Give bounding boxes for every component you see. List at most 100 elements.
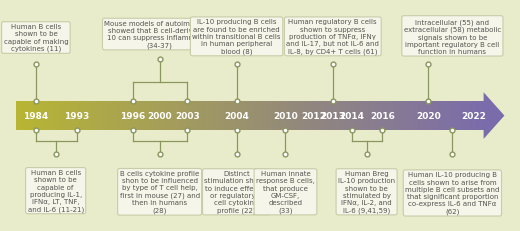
Polygon shape xyxy=(45,102,47,131)
Polygon shape xyxy=(56,102,58,131)
Polygon shape xyxy=(20,102,22,131)
Text: Distinct
stimulation shown
to induce effector
or regulatory B
cell cytokine
prof: Distinct stimulation shown to induce eff… xyxy=(204,170,269,213)
Polygon shape xyxy=(293,102,295,131)
Polygon shape xyxy=(432,102,434,131)
Polygon shape xyxy=(339,102,340,131)
Polygon shape xyxy=(287,102,289,131)
Polygon shape xyxy=(421,102,423,131)
Polygon shape xyxy=(384,102,385,131)
Polygon shape xyxy=(479,102,480,131)
Polygon shape xyxy=(251,102,253,131)
Polygon shape xyxy=(382,102,384,131)
Polygon shape xyxy=(273,102,275,131)
Text: 1984: 1984 xyxy=(23,112,48,121)
Polygon shape xyxy=(278,102,279,131)
Polygon shape xyxy=(462,102,463,131)
Polygon shape xyxy=(440,102,441,131)
Polygon shape xyxy=(190,102,192,131)
Polygon shape xyxy=(292,102,293,131)
Polygon shape xyxy=(463,102,465,131)
Polygon shape xyxy=(120,102,122,131)
Polygon shape xyxy=(320,102,321,131)
Polygon shape xyxy=(443,102,445,131)
Polygon shape xyxy=(340,102,342,131)
Polygon shape xyxy=(111,102,112,131)
Polygon shape xyxy=(47,102,48,131)
Polygon shape xyxy=(482,102,484,131)
Polygon shape xyxy=(454,102,456,131)
Polygon shape xyxy=(387,102,388,131)
Polygon shape xyxy=(321,102,323,131)
Polygon shape xyxy=(195,102,197,131)
Polygon shape xyxy=(154,102,156,131)
Polygon shape xyxy=(279,102,281,131)
Polygon shape xyxy=(456,102,457,131)
Text: 2010: 2010 xyxy=(273,112,298,121)
Polygon shape xyxy=(123,102,125,131)
Polygon shape xyxy=(84,102,86,131)
Polygon shape xyxy=(390,102,392,131)
Polygon shape xyxy=(317,102,318,131)
Text: 2000: 2000 xyxy=(147,112,172,121)
Polygon shape xyxy=(306,102,307,131)
Polygon shape xyxy=(73,102,75,131)
Polygon shape xyxy=(334,102,335,131)
Polygon shape xyxy=(406,102,407,131)
Polygon shape xyxy=(318,102,320,131)
Polygon shape xyxy=(67,102,69,131)
Polygon shape xyxy=(134,102,136,131)
Text: B cells cytokine profile
shon to be influenced
by type of T cell help,
first in : B cells cytokine profile shon to be infl… xyxy=(120,170,200,213)
Polygon shape xyxy=(28,102,30,131)
Polygon shape xyxy=(245,102,246,131)
Polygon shape xyxy=(200,102,201,131)
Polygon shape xyxy=(331,102,332,131)
Polygon shape xyxy=(276,102,278,131)
Polygon shape xyxy=(137,102,139,131)
Polygon shape xyxy=(30,102,31,131)
Polygon shape xyxy=(168,102,170,131)
Polygon shape xyxy=(128,102,129,131)
Polygon shape xyxy=(178,102,179,131)
Polygon shape xyxy=(105,102,106,131)
Polygon shape xyxy=(470,102,471,131)
Polygon shape xyxy=(162,102,164,131)
Polygon shape xyxy=(218,102,220,131)
Polygon shape xyxy=(58,102,59,131)
Polygon shape xyxy=(41,102,42,131)
Polygon shape xyxy=(215,102,217,131)
Polygon shape xyxy=(217,102,218,131)
Polygon shape xyxy=(62,102,64,131)
Polygon shape xyxy=(451,102,452,131)
Text: IL-10 producing B cells
are found to be enriched
within transitional B cells
in : IL-10 producing B cells are found to be … xyxy=(192,19,281,55)
Polygon shape xyxy=(97,102,98,131)
Polygon shape xyxy=(446,102,448,131)
Polygon shape xyxy=(103,102,105,131)
Text: Human B cells
shown to be
capable of
producing IL-1,
IFNα, LT, TNF,
and IL-6 (11: Human B cells shown to be capable of pro… xyxy=(28,169,84,212)
Polygon shape xyxy=(69,102,70,131)
Polygon shape xyxy=(476,102,477,131)
Polygon shape xyxy=(376,102,378,131)
Polygon shape xyxy=(23,102,25,131)
Polygon shape xyxy=(226,102,228,131)
Polygon shape xyxy=(267,102,268,131)
Polygon shape xyxy=(170,102,172,131)
Polygon shape xyxy=(423,102,424,131)
Polygon shape xyxy=(303,102,304,131)
Polygon shape xyxy=(119,102,120,131)
Polygon shape xyxy=(370,102,371,131)
Polygon shape xyxy=(167,102,168,131)
Polygon shape xyxy=(122,102,123,131)
Polygon shape xyxy=(429,102,431,131)
Polygon shape xyxy=(484,93,504,139)
Polygon shape xyxy=(441,102,443,131)
Text: 2003: 2003 xyxy=(175,112,200,121)
Polygon shape xyxy=(98,102,100,131)
Polygon shape xyxy=(396,102,398,131)
Polygon shape xyxy=(206,102,207,131)
Polygon shape xyxy=(34,102,36,131)
Polygon shape xyxy=(129,102,131,131)
Polygon shape xyxy=(420,102,421,131)
Polygon shape xyxy=(231,102,232,131)
Text: 1996: 1996 xyxy=(120,112,145,121)
Polygon shape xyxy=(354,102,356,131)
